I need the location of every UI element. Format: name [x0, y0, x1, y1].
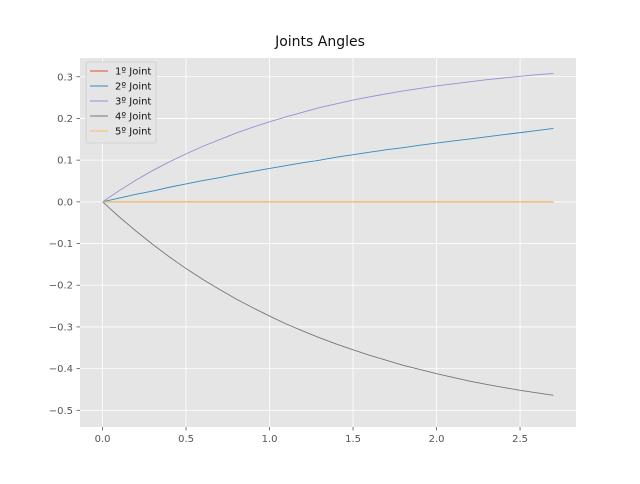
series-line-3: [102, 72, 554, 203]
legend-label: 2º Joint: [115, 82, 151, 93]
x-tick-label: 2.5: [512, 434, 528, 445]
series-group: [102, 72, 554, 396]
y-tick-label: −0.3: [49, 322, 73, 333]
x-tick-label: 0.5: [178, 434, 194, 445]
x-tick-label: 0.0: [95, 434, 111, 445]
y-tick-label: 0.0: [57, 197, 73, 208]
gridlines: [80, 58, 576, 427]
y-tick-label: −0.2: [49, 281, 73, 292]
legend: 1º Joint 2º Joint 3º Joint 4º Joint 5º Joint: [85, 61, 157, 144]
axes: 0.0 0.5 1.0 1.5 2.0 2.5 −0.5 −0.4 −0.3 −0.2 −0.1 0.…: [49, 72, 528, 445]
y-tick-label: −0.1: [49, 239, 73, 250]
y-tick-label: −0.4: [49, 364, 73, 375]
series-line-4: [102, 201, 554, 396]
x-tick-label: 1.5: [345, 434, 361, 445]
chart-title: Joints Angles: [275, 34, 365, 50]
legend-label: 5º Joint: [115, 127, 151, 138]
series-line-2: [102, 128, 554, 203]
x-tick-label: 2.0: [429, 434, 445, 445]
legend-box: [85, 61, 157, 144]
y-tick-label: 0.2: [57, 114, 73, 125]
y-tick-label: 0.3: [57, 72, 73, 83]
plot-area: [80, 58, 576, 427]
x-tick-label: 1.0: [262, 434, 278, 445]
legend-label: 3º Joint: [115, 97, 151, 108]
legend-label: 4º Joint: [115, 112, 151, 123]
legend-label: 1º Joint: [115, 67, 151, 78]
y-tick-label: −0.5: [49, 406, 73, 417]
y-tick-label: 0.1: [57, 156, 73, 167]
